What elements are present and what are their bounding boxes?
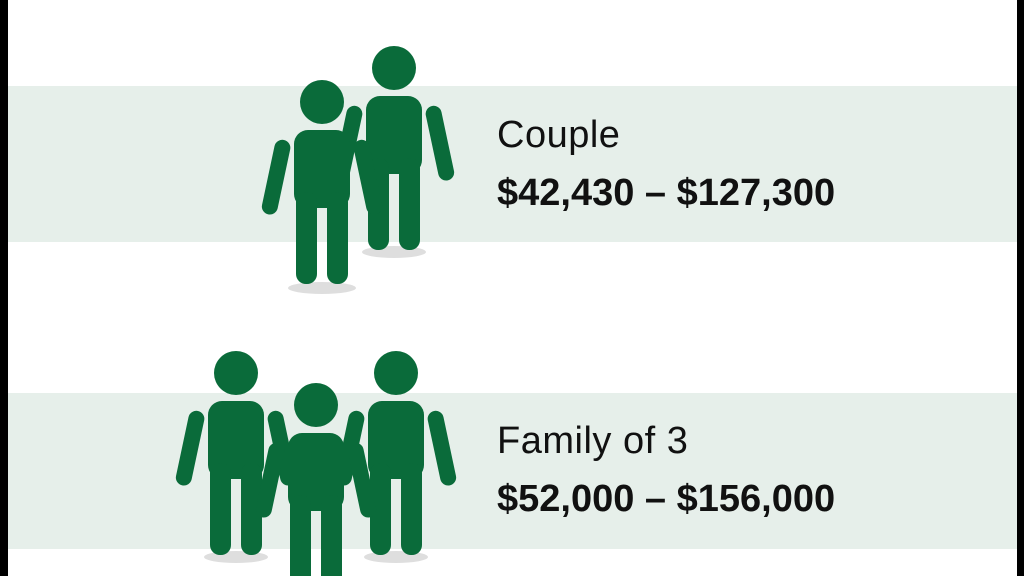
income-range-value: $42,430 – $127,300 (497, 172, 836, 214)
family-of-3-icon (174, 351, 458, 576)
household-type-label: Couple (497, 114, 621, 156)
person-figure-right (332, 46, 456, 250)
couple-icon (260, 46, 456, 294)
row-band-couple (8, 86, 1017, 242)
household-type-label: Family of 3 (497, 420, 689, 462)
income-range-graphic: Couple $42,430 – $127,300 Family of 3 $5… (8, 0, 1017, 576)
income-range-value: $52,000 – $156,000 (497, 478, 836, 520)
row-band-family-of-3 (8, 393, 1017, 549)
